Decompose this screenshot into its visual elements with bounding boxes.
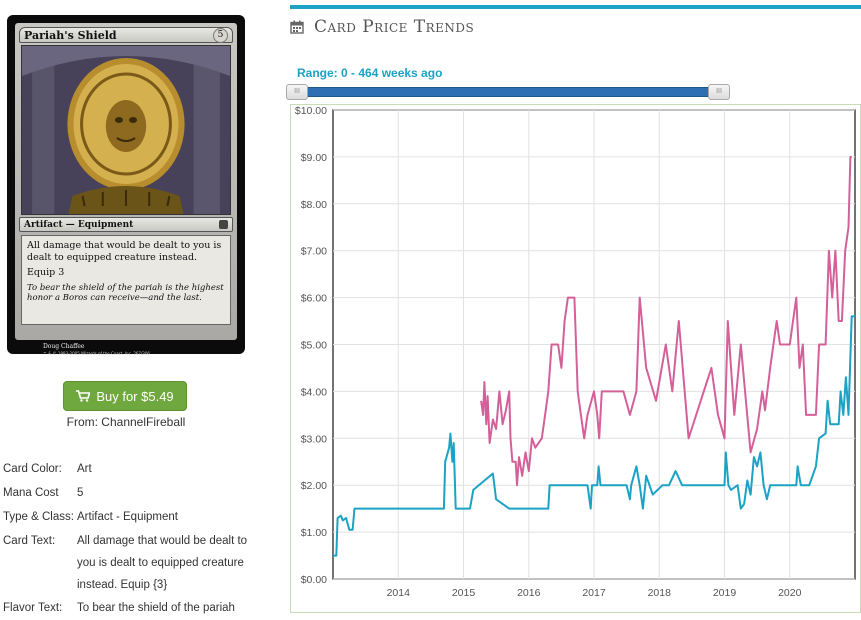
card-frame: Pariah's Shield 5 Artifact — Equipmen bbox=[15, 23, 237, 356]
y-tick-label: $9.00 bbox=[301, 152, 327, 164]
y-tick-label: $4.00 bbox=[301, 386, 327, 398]
property-value: Art bbox=[77, 463, 92, 475]
price-series-line-2 bbox=[480, 155, 852, 487]
y-tick-label: $7.00 bbox=[301, 246, 327, 258]
property-row: Mana Cost 5 bbox=[3, 481, 253, 505]
mana-cost-symbol: 5 bbox=[213, 27, 228, 43]
y-tick-label: $2.00 bbox=[301, 480, 327, 492]
property-row: Card Text: All damage that would be deal… bbox=[3, 529, 253, 596]
y-tick-label: $3.00 bbox=[301, 433, 327, 445]
card-title-bar: Pariah's Shield 5 bbox=[19, 27, 233, 43]
property-row: Flavor Text: To bear the shield of the p… bbox=[3, 596, 253, 620]
price-trends-header: Card Price Trends bbox=[290, 17, 474, 37]
y-tick-label: $1.00 bbox=[301, 527, 327, 539]
property-row: Card Color: Art bbox=[3, 457, 253, 481]
property-label: Card Color: bbox=[3, 463, 62, 475]
property-value: Artifact - Equipment bbox=[77, 511, 178, 523]
card-image: Pariah's Shield 5 Artifact — Equipmen bbox=[7, 15, 245, 356]
range-label: Range: 0 - 464 weeks ago bbox=[297, 66, 443, 80]
card-rules-text: All damage that would be dealt to you is… bbox=[27, 240, 222, 263]
range-slider[interactable]: III III bbox=[286, 84, 732, 100]
property-label: Mana Cost bbox=[3, 487, 59, 499]
card-text-box: All damage that would be dealt to you is… bbox=[21, 235, 231, 325]
property-label: Flavor Text: bbox=[3, 602, 63, 614]
y-tick-label: $0.00 bbox=[301, 574, 327, 586]
x-tick-label: 2017 bbox=[582, 587, 606, 599]
x-tick-label: 2014 bbox=[387, 587, 411, 599]
x-tick-label: 2015 bbox=[452, 587, 476, 599]
price-series-line-1 bbox=[333, 315, 855, 557]
x-tick-label: 2018 bbox=[648, 587, 672, 599]
card-equip-text: Equip 3 bbox=[27, 267, 65, 278]
calendar-icon bbox=[290, 20, 304, 34]
card-type: Artifact — Equipment bbox=[24, 219, 134, 230]
y-tick-label: $6.00 bbox=[301, 293, 327, 305]
x-tick-label: 2019 bbox=[713, 587, 737, 599]
section-divider bbox=[290, 5, 861, 9]
slider-track[interactable] bbox=[292, 87, 726, 97]
buy-button[interactable]: Buy for $5.49 bbox=[63, 381, 187, 411]
property-value: 5 bbox=[77, 487, 84, 499]
price-chart-svg: $0.00 $1.00 $2.00 $3.00 $4.00 $5.00 $6.00 $7.00… bbox=[290, 104, 861, 613]
property-value: All damage that would be dealt to you is… bbox=[77, 535, 248, 591]
buy-button-label: Buy for $5.49 bbox=[96, 388, 174, 404]
buy-source: From: ChannelFireball bbox=[66, 415, 186, 429]
y-tick-label: $5.00 bbox=[301, 340, 327, 352]
property-label: Type & Class: bbox=[3, 511, 74, 523]
slider-handle-end[interactable]: III bbox=[708, 84, 730, 100]
slider-handle-start[interactable]: III bbox=[286, 84, 308, 100]
card-name: Pariah's Shield bbox=[24, 28, 117, 42]
x-tick-label: 2020 bbox=[778, 587, 802, 599]
card-copyright: ™ & © 1993-2005 Wizards of the Coast, In… bbox=[43, 351, 150, 356]
card-flavor-text: To bear the shield of the pariah is the … bbox=[27, 283, 224, 303]
price-chart: $0.00 $1.00 $2.00 $3.00 $4.00 $5.00 $6.00 $7.00… bbox=[290, 104, 861, 613]
card-properties: Card Color: Art Mana Cost 5 Type & Class… bbox=[3, 457, 253, 620]
property-row: Type & Class: Artifact - Equipment bbox=[3, 505, 253, 529]
y-tick-label: $8.00 bbox=[301, 199, 327, 211]
x-tick-label: 2016 bbox=[517, 587, 541, 599]
set-symbol-icon bbox=[219, 220, 228, 229]
price-trends-title: Card Price Trends bbox=[314, 17, 475, 37]
card-artwork bbox=[21, 45, 231, 215]
property-label: Card Text: bbox=[3, 535, 56, 547]
shield-artwork bbox=[22, 46, 230, 214]
cart-icon bbox=[76, 390, 91, 402]
property-value: To bear the shield of the pariah bbox=[77, 602, 235, 614]
card-type-line: Artifact — Equipment bbox=[19, 217, 233, 232]
card-artist: Doug Chaffee bbox=[43, 343, 85, 350]
y-tick-label: $10.00 bbox=[295, 105, 327, 117]
